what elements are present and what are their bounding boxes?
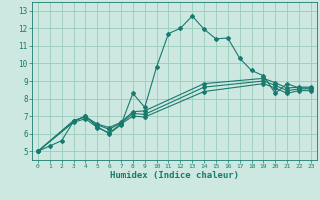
X-axis label: Humidex (Indice chaleur): Humidex (Indice chaleur)	[110, 171, 239, 180]
